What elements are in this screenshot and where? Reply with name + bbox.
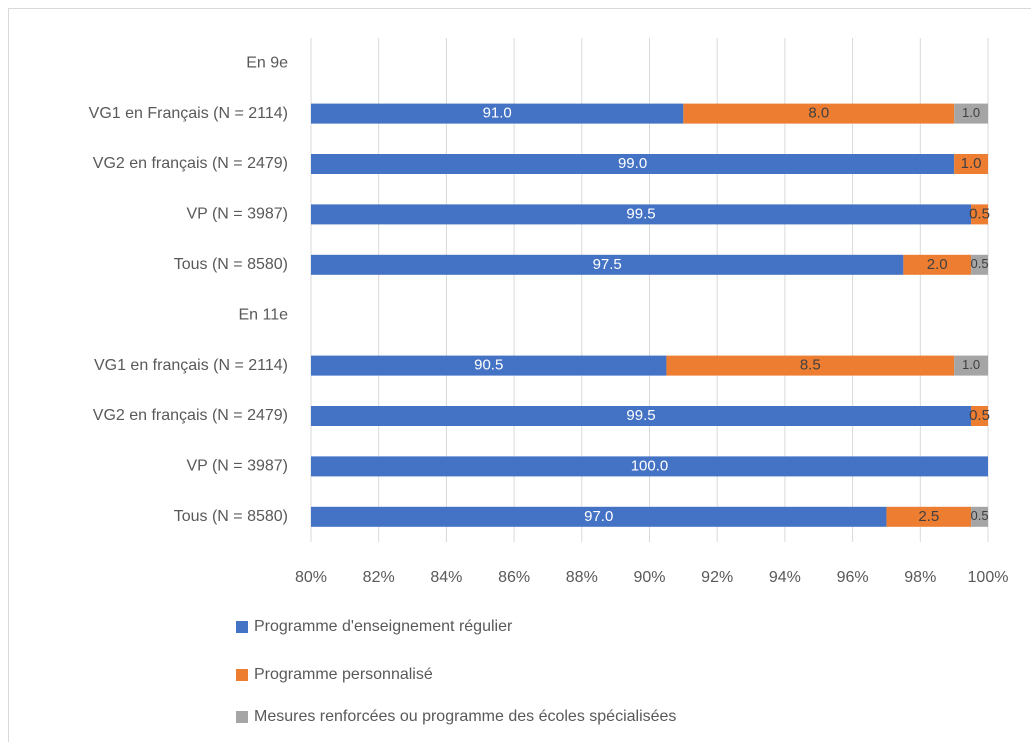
y-tick-label: VP (N = 3987) — [186, 458, 288, 475]
bar-segment — [886, 506, 972, 527]
bar-segment — [971, 406, 988, 426]
y-tick-label: Tous (N = 8580) — [174, 256, 288, 273]
bar-segment — [311, 456, 988, 477]
x-tick-label: 96% — [837, 569, 869, 586]
bar-segment — [311, 406, 972, 426]
bar-segment — [971, 204, 988, 225]
bar-segment — [954, 154, 988, 174]
bar-segment — [971, 506, 988, 527]
x-tick-label: 80% — [295, 569, 327, 586]
bar-segment — [311, 103, 684, 124]
data-label: 90.5 — [474, 357, 503, 374]
data-label: 99.0 — [618, 155, 647, 172]
x-tick-label: 100% — [968, 569, 1009, 586]
data-label: 0.5 — [970, 508, 988, 523]
x-tick-label: 90% — [633, 569, 665, 586]
bars — [311, 103, 988, 527]
x-tick-label: 98% — [904, 569, 936, 586]
data-label: 1.0 — [961, 155, 982, 172]
legend-label: Mesures renforcées ou programme des écol… — [254, 708, 676, 725]
data-label: 0.5 — [969, 407, 990, 424]
bar-segment — [903, 254, 972, 275]
data-label: 8.0 — [808, 105, 829, 122]
bar-segment — [666, 355, 955, 376]
bar-segment — [311, 355, 667, 376]
data-label: 97.0 — [584, 508, 613, 525]
data-label: 99.5 — [626, 205, 655, 222]
data-label: 1.0 — [962, 105, 980, 120]
bar-segment — [311, 154, 955, 174]
x-tick-label: 86% — [498, 569, 530, 586]
legend-swatch — [236, 669, 248, 681]
x-tick-label: 92% — [701, 569, 733, 586]
bar-segment — [311, 204, 972, 225]
data-label: 2.5 — [918, 508, 939, 525]
data-label: 91.0 — [483, 105, 512, 122]
y-tick-label: En 11e — [238, 306, 288, 323]
bar-segment — [971, 254, 988, 275]
x-tick-label: 88% — [566, 569, 598, 586]
bar-segment — [954, 103, 988, 124]
bar-segment — [311, 506, 887, 527]
data-label: 97.5 — [593, 256, 622, 273]
bar-segment — [683, 103, 955, 124]
data-label: 8.5 — [800, 357, 821, 374]
bar-segment — [954, 355, 988, 376]
bar-segment — [311, 254, 904, 275]
data-label: 2.0 — [927, 256, 948, 273]
legend-label: Programme personnalisé — [254, 666, 433, 683]
data-label: 100.0 — [631, 457, 669, 474]
data-label: 99.5 — [626, 407, 655, 424]
y-tick-label: VP (N = 3987) — [186, 206, 288, 223]
x-tick-label: 84% — [430, 569, 462, 586]
legend-swatch — [236, 711, 248, 723]
y-tick-label: VG2 en français (N = 2479) — [93, 155, 288, 172]
data-label: 0.5 — [970, 256, 988, 271]
y-tick-label: VG1 en français (N = 2114) — [94, 357, 288, 374]
x-tick-label: 94% — [769, 569, 801, 586]
legend-label: Programme d'enseignement régulier — [254, 618, 513, 635]
y-tick-label: VG2 en français (N = 2479) — [93, 407, 288, 424]
y-tick-label: En 9e — [246, 54, 288, 71]
data-label: 1.0 — [962, 357, 980, 372]
legend-swatch — [236, 621, 248, 633]
y-tick-label: Tous (N = 8580) — [174, 508, 288, 525]
data-label: 0.5 — [969, 205, 990, 222]
y-tick-label: VG1 en Français (N = 2114) — [89, 105, 288, 122]
x-tick-label: 82% — [363, 569, 395, 586]
